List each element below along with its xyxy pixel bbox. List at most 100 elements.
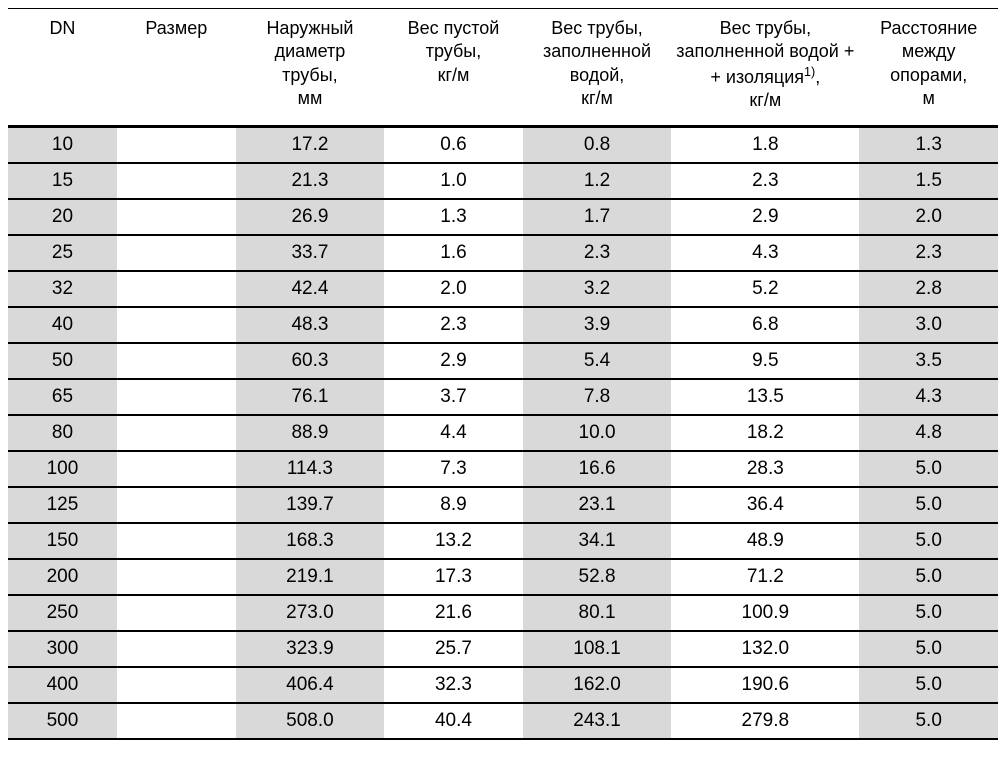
cell-dn: 32	[8, 271, 117, 307]
cell-weight_iso: 2.9	[671, 199, 859, 235]
cell-diameter: 42.4	[236, 271, 385, 307]
cell-dn: 500	[8, 703, 117, 739]
cell-weight_water: 7.8	[523, 379, 672, 415]
cell-dn: 15	[8, 163, 117, 199]
cell-dn: 125	[8, 487, 117, 523]
cell-weight_water: 162.0	[523, 667, 672, 703]
col-header-size: Размер	[117, 9, 236, 127]
cell-weight_empty: 13.2	[384, 523, 523, 559]
cell-weight_water: 1.2	[523, 163, 672, 199]
table-row: 100114.37.316.628.35.0	[8, 451, 998, 487]
table-row: 6576.13.77.813.54.3	[8, 379, 998, 415]
pipe-spec-table: DN Размер Наружныйдиаметртрубы,мм Вес пу…	[8, 8, 998, 740]
cell-size	[117, 559, 236, 595]
cell-diameter: 219.1	[236, 559, 385, 595]
cell-size	[117, 343, 236, 379]
cell-weight_empty: 17.3	[384, 559, 523, 595]
cell-dn: 100	[8, 451, 117, 487]
table-row: 150168.313.234.148.95.0	[8, 523, 998, 559]
cell-dn: 250	[8, 595, 117, 631]
cell-size	[117, 667, 236, 703]
cell-weight_water: 23.1	[523, 487, 672, 523]
table-row: 8088.94.410.018.24.8	[8, 415, 998, 451]
cell-weight_water: 2.3	[523, 235, 672, 271]
cell-weight_water: 10.0	[523, 415, 672, 451]
table-row: 1017.20.60.81.81.3	[8, 126, 998, 163]
table-row: 2533.71.62.34.32.3	[8, 235, 998, 271]
cell-weight_iso: 279.8	[671, 703, 859, 739]
table-row: 250273.021.680.1100.95.0	[8, 595, 998, 631]
cell-weight_iso: 18.2	[671, 415, 859, 451]
table-row: 3242.42.03.25.22.8	[8, 271, 998, 307]
cell-size	[117, 307, 236, 343]
cell-weight_water: 1.7	[523, 199, 672, 235]
cell-size	[117, 271, 236, 307]
cell-size	[117, 379, 236, 415]
table-header: DN Размер Наружныйдиаметртрубы,мм Вес пу…	[8, 9, 998, 127]
cell-size	[117, 631, 236, 667]
cell-distance: 5.0	[859, 451, 998, 487]
cell-size	[117, 487, 236, 523]
table-row: 200219.117.352.871.25.0	[8, 559, 998, 595]
table-row: 5060.32.95.49.53.5	[8, 343, 998, 379]
table-row: 2026.91.31.72.92.0	[8, 199, 998, 235]
cell-weight_water: 108.1	[523, 631, 672, 667]
col-header-weight-empty: Вес пустойтрубы,кг/м	[384, 9, 523, 127]
cell-weight_empty: 2.3	[384, 307, 523, 343]
cell-weight_empty: 8.9	[384, 487, 523, 523]
cell-weight_empty: 3.7	[384, 379, 523, 415]
cell-distance: 3.5	[859, 343, 998, 379]
cell-dn: 400	[8, 667, 117, 703]
cell-diameter: 139.7	[236, 487, 385, 523]
cell-distance: 2.3	[859, 235, 998, 271]
header-row: DN Размер Наружныйдиаметртрубы,мм Вес пу…	[8, 9, 998, 127]
cell-weight_iso: 9.5	[671, 343, 859, 379]
cell-diameter: 21.3	[236, 163, 385, 199]
cell-distance: 1.5	[859, 163, 998, 199]
cell-size	[117, 703, 236, 739]
col-header-dn: DN	[8, 9, 117, 127]
cell-weight_water: 3.2	[523, 271, 672, 307]
cell-weight_empty: 21.6	[384, 595, 523, 631]
cell-diameter: 26.9	[236, 199, 385, 235]
cell-weight_iso: 4.3	[671, 235, 859, 271]
cell-dn: 50	[8, 343, 117, 379]
cell-diameter: 273.0	[236, 595, 385, 631]
table-row: 500508.040.4243.1279.85.0	[8, 703, 998, 739]
cell-weight_water: 34.1	[523, 523, 672, 559]
cell-weight_iso: 2.3	[671, 163, 859, 199]
cell-diameter: 323.9	[236, 631, 385, 667]
cell-dn: 10	[8, 126, 117, 163]
cell-distance: 5.0	[859, 703, 998, 739]
cell-diameter: 60.3	[236, 343, 385, 379]
cell-distance: 4.8	[859, 415, 998, 451]
col-header-distance: Расстояниемеждуопорами,м	[859, 9, 998, 127]
cell-weight_empty: 2.0	[384, 271, 523, 307]
cell-weight_empty: 1.6	[384, 235, 523, 271]
cell-diameter: 406.4	[236, 667, 385, 703]
cell-dn: 20	[8, 199, 117, 235]
cell-diameter: 48.3	[236, 307, 385, 343]
cell-diameter: 33.7	[236, 235, 385, 271]
cell-weight_iso: 1.8	[671, 126, 859, 163]
table-row: 400406.432.3162.0190.65.0	[8, 667, 998, 703]
cell-weight_iso: 100.9	[671, 595, 859, 631]
table-row: 4048.32.33.96.83.0	[8, 307, 998, 343]
cell-distance: 5.0	[859, 559, 998, 595]
cell-size	[117, 451, 236, 487]
cell-distance: 5.0	[859, 631, 998, 667]
cell-weight_iso: 6.8	[671, 307, 859, 343]
cell-diameter: 88.9	[236, 415, 385, 451]
cell-weight_empty: 1.0	[384, 163, 523, 199]
cell-weight_water: 80.1	[523, 595, 672, 631]
cell-weight_iso: 71.2	[671, 559, 859, 595]
table-row: 15 21.31.01.22.31.5	[8, 163, 998, 199]
cell-weight_empty: 2.9	[384, 343, 523, 379]
col-header-diameter: Наружныйдиаметртрубы,мм	[236, 9, 385, 127]
cell-weight_iso: 13.5	[671, 379, 859, 415]
cell-weight_empty: 4.4	[384, 415, 523, 451]
cell-weight_iso: 28.3	[671, 451, 859, 487]
cell-size	[117, 595, 236, 631]
cell-weight_iso: 190.6	[671, 667, 859, 703]
cell-weight_iso: 132.0	[671, 631, 859, 667]
